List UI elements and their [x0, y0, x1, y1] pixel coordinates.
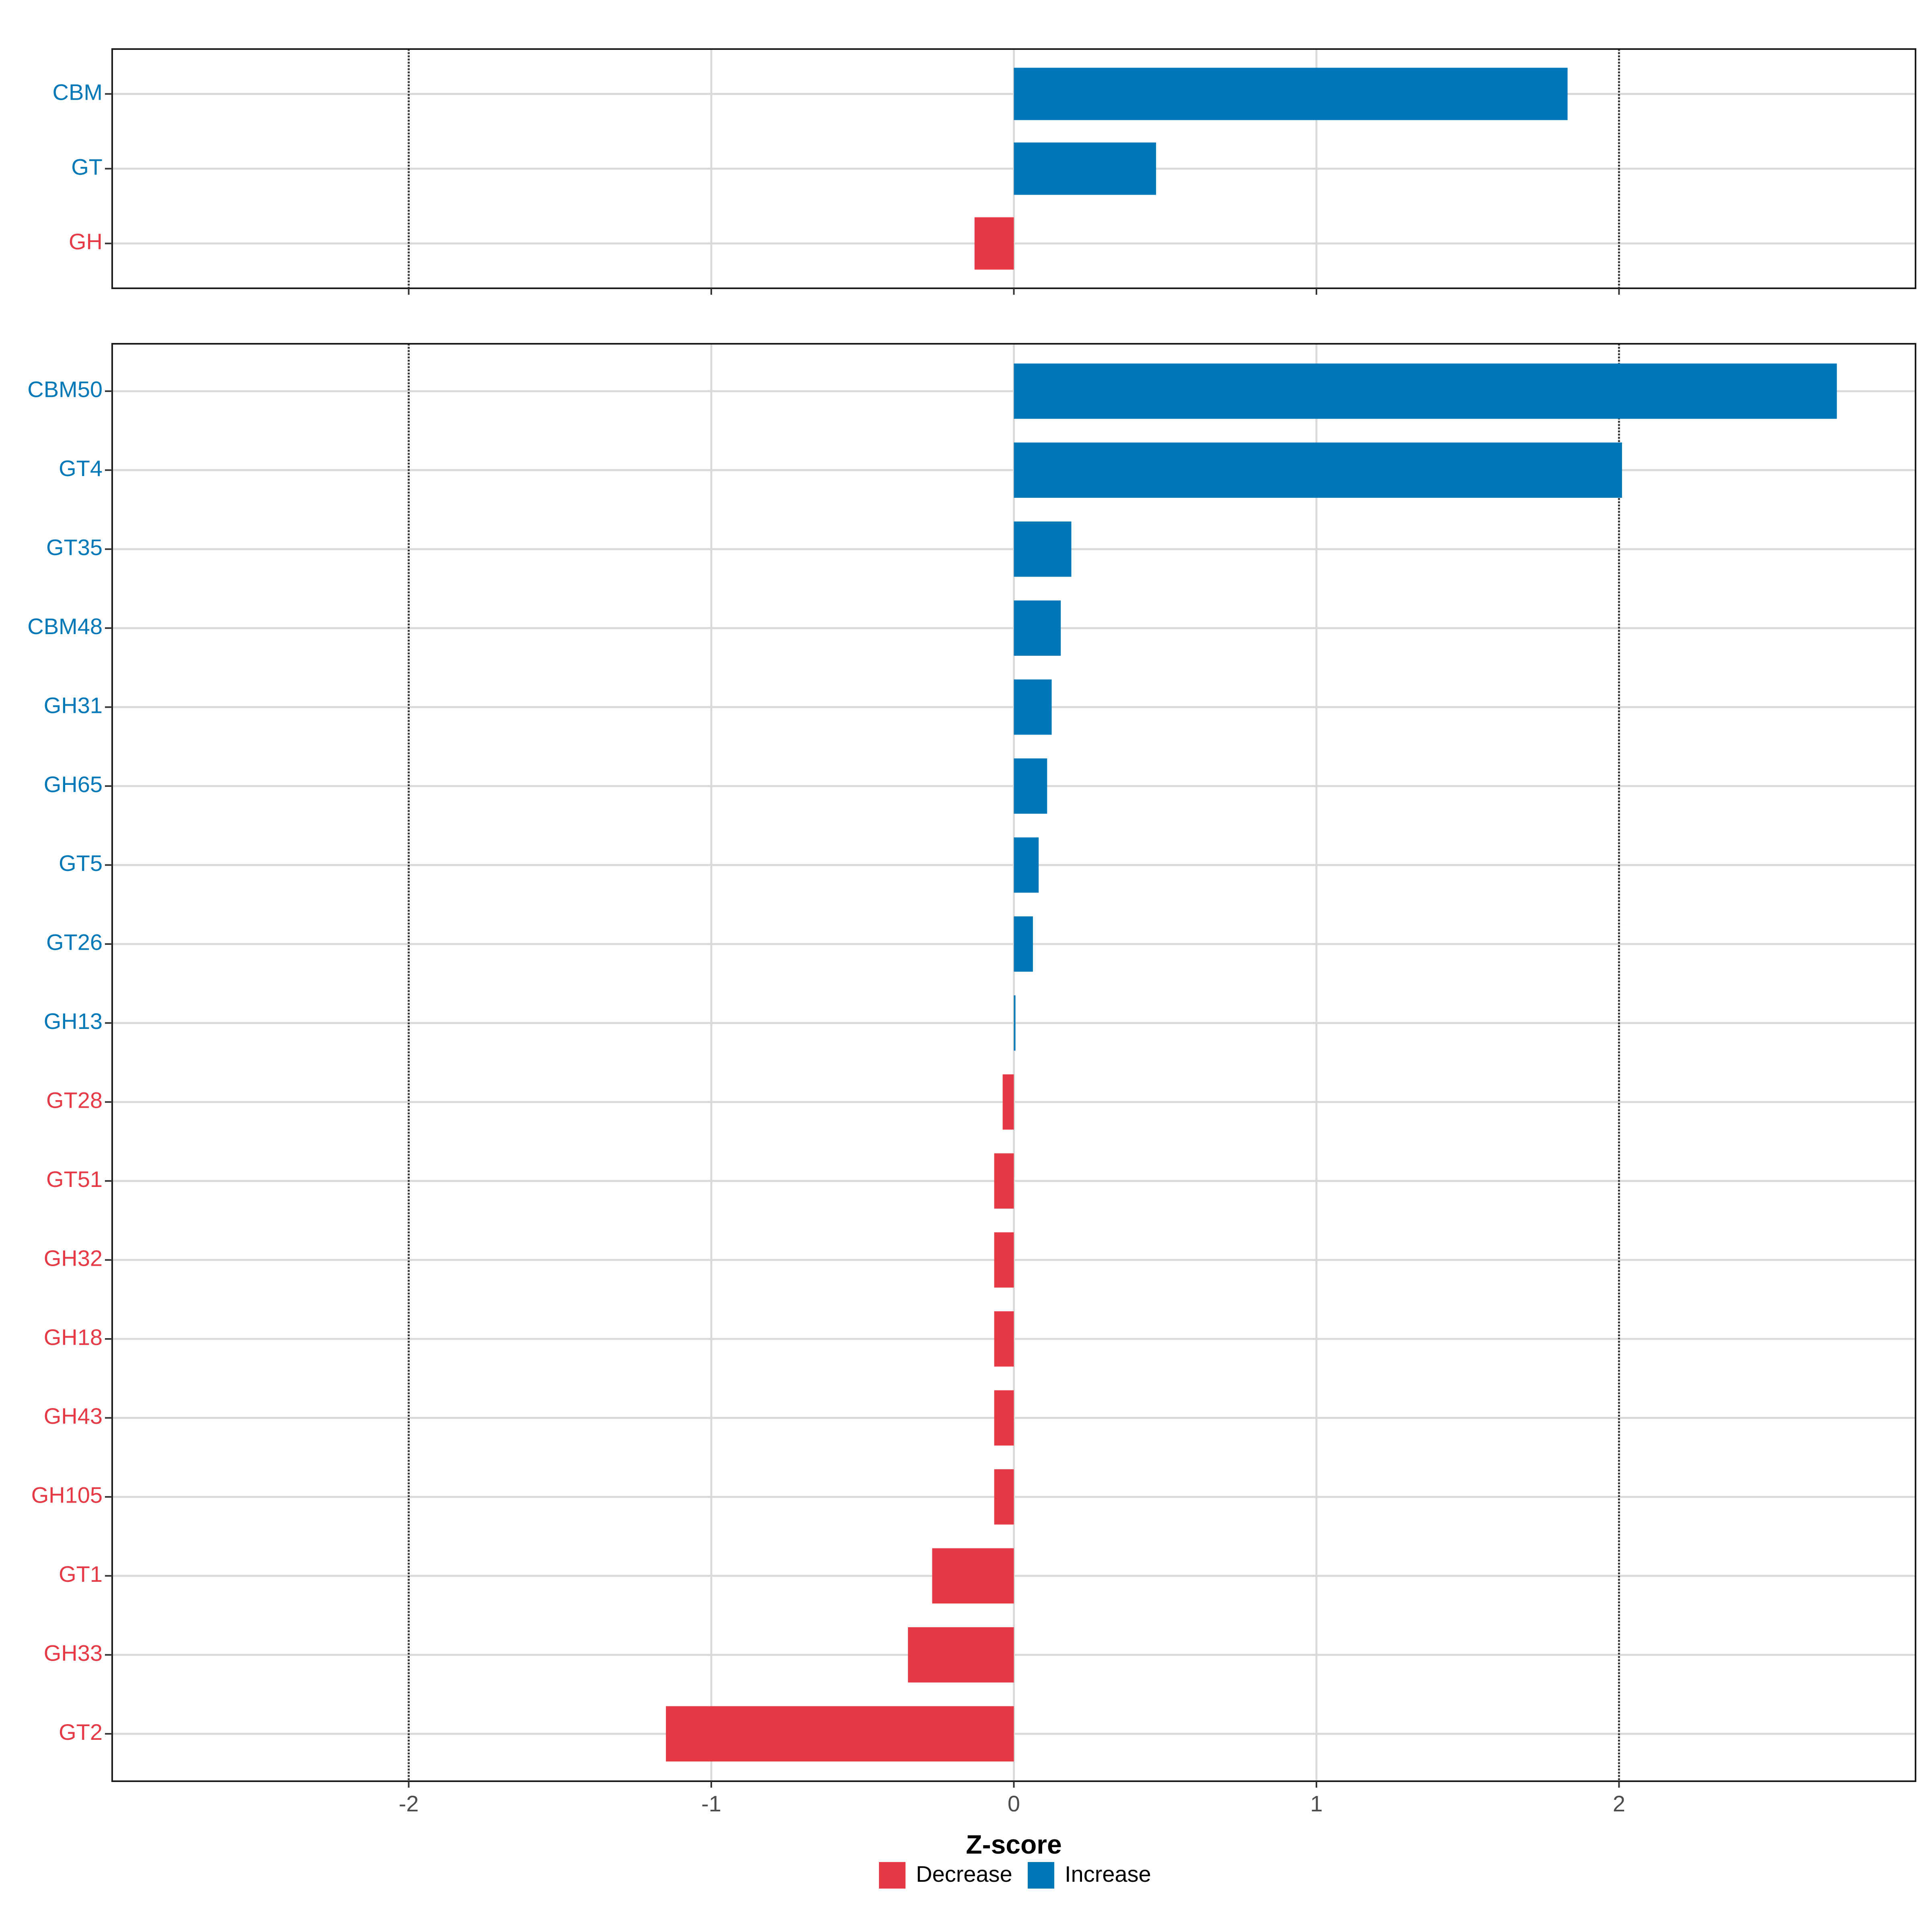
legend-swatch-increase — [1028, 1862, 1054, 1889]
bar-CBM — [1014, 68, 1568, 120]
bar-GT — [1014, 142, 1156, 195]
bar-GT4 — [1014, 442, 1622, 498]
bar-GT1 — [932, 1548, 1014, 1604]
bar-GH32 — [994, 1232, 1014, 1288]
y-tick-label-CBM: CBM — [53, 79, 103, 105]
bar-GH105 — [994, 1469, 1014, 1525]
y-tick-label-GH13: GH13 — [44, 1008, 103, 1034]
bar-GH18 — [994, 1311, 1014, 1367]
y-tick-label-GT1: GT1 — [59, 1561, 103, 1587]
bar-GH13 — [1014, 995, 1016, 1051]
legend-label-increase: Increase — [1065, 1861, 1151, 1887]
y-tick-label-GT: GT — [71, 154, 103, 179]
y-tick-label-GH31: GH31 — [44, 692, 103, 718]
y-tick-label-GH: GH — [69, 229, 103, 254]
bar-GT5 — [1014, 837, 1039, 893]
y-tick-label-GT51: GT51 — [46, 1166, 103, 1192]
legend-label-decrease: Decrease — [916, 1861, 1012, 1887]
bar-GH33 — [908, 1627, 1014, 1683]
y-tick-label-CBM50: CBM50 — [27, 377, 103, 402]
y-tick-label-GT2: GT2 — [59, 1719, 103, 1745]
bar-GT26 — [1014, 916, 1033, 972]
y-tick-label-CBM48: CBM48 — [27, 614, 103, 639]
y-tick-label-GT28: GT28 — [46, 1088, 103, 1113]
x-tick-label--2: -2 — [399, 1791, 419, 1816]
x-axis-title: Z-score — [966, 1829, 1062, 1859]
x-tick-label-0: 0 — [1008, 1791, 1020, 1816]
x-tick-label--1: -1 — [701, 1791, 721, 1816]
y-tick-label-GH65: GH65 — [44, 772, 103, 797]
x-tick-label-1: 1 — [1310, 1791, 1322, 1816]
bar-GT2 — [666, 1706, 1014, 1762]
bar-GH43 — [994, 1390, 1014, 1446]
y-tick-label-GH18: GH18 — [44, 1324, 103, 1350]
bar-GT51 — [994, 1153, 1014, 1209]
bar-GH65 — [1014, 758, 1047, 814]
bar-CBM50 — [1014, 363, 1837, 419]
y-tick-label-GH32: GH32 — [44, 1245, 103, 1271]
y-tick-label-GH33: GH33 — [44, 1640, 103, 1666]
bar-CBM48 — [1014, 600, 1061, 656]
y-tick-label-GH43: GH43 — [44, 1403, 103, 1429]
legend-swatch-decrease — [879, 1862, 905, 1889]
x-tick-label-2: 2 — [1613, 1791, 1625, 1816]
bar-GH — [974, 217, 1014, 270]
y-tick-label-GT5: GT5 — [59, 850, 103, 876]
bar-GT28 — [1002, 1074, 1014, 1130]
bar-GT35 — [1014, 521, 1072, 577]
y-tick-label-GT4: GT4 — [59, 456, 103, 481]
bar-GH31 — [1014, 679, 1052, 735]
y-tick-label-GT35: GT35 — [46, 535, 103, 560]
y-tick-label-GT26: GT26 — [46, 930, 103, 955]
y-tick-label-GH105: GH105 — [31, 1482, 103, 1508]
